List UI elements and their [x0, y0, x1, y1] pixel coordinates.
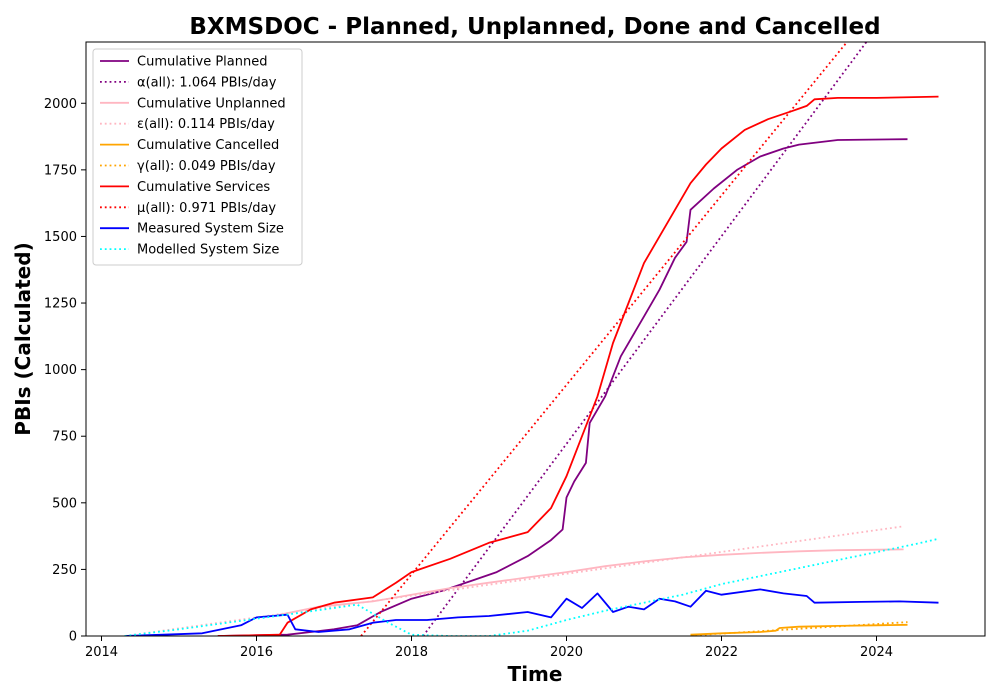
x-tick-label: 2022: [705, 645, 738, 660]
y-tick-label: 1250: [44, 297, 77, 312]
series-line-all-0-971-pbis-day-7: [360, 42, 848, 636]
y-tick-label: 1500: [44, 230, 77, 245]
y-tick-label: 1000: [44, 363, 77, 378]
legend-label-5: γ(all): 0.049 PBIs/day: [137, 159, 276, 174]
x-tick-label: 2024: [860, 645, 893, 660]
legend-box: [92, 48, 303, 266]
y-tick-label: 1750: [44, 163, 77, 178]
y-tick-label: 750: [52, 430, 77, 445]
series-line-cumulative-cancelled-4: [690, 623, 908, 636]
legend-label-4: Cumulative Cancelled: [137, 138, 279, 153]
x-tick-label: 2018: [395, 645, 428, 660]
series-line-measured-system-size-8: [124, 588, 939, 636]
legend-label-1: α(all): 1.064 PBIs/day: [137, 75, 277, 90]
y-tick-label: 250: [52, 563, 77, 578]
y-tick-label: 2000: [44, 97, 77, 112]
x-tick-label: 2014: [85, 645, 118, 660]
y-axis-label: PBIs (Calculated): [11, 242, 35, 435]
plot-frame: [85, 41, 986, 637]
x-tick-label: 2016: [240, 645, 273, 660]
legend-label-7: μ(all): 0.971 PBIs/day: [137, 201, 276, 216]
x-tick-label: 2020: [550, 645, 583, 660]
legend-label-3: ε(all): 0.114 PBIs/day: [137, 117, 275, 132]
legend-label-8: Measured System Size: [137, 222, 284, 237]
series-line-all-1-064-pbis-day-1: [422, 42, 868, 636]
plot-lines: [124, 42, 939, 636]
series-line-cumulative-planned-0: [217, 138, 908, 636]
series-line-modelled-system-size-9: [124, 537, 939, 636]
series-line-all-0-114-pbis-day-3: [124, 525, 904, 636]
legend-label-0: Cumulative Planned: [137, 55, 267, 70]
series-line-cumulative-unplanned-2: [279, 548, 904, 616]
legend-label-9: Modelled System Size: [137, 243, 279, 258]
x-axis-ticks: 2014 2016 2018 2020 2022 2024: [85, 636, 893, 660]
legend: Cumulative Planned α(all): 1.064 PBIs/day…: [92, 48, 303, 266]
legend-label-6: Cumulative Services: [137, 180, 270, 195]
y-tick-label: 500: [52, 496, 77, 511]
y-tick-label: 0: [69, 630, 77, 645]
legend-items: Cumulative Planned α(all): 1.064 PBIs/day…: [100, 55, 286, 258]
x-axis-label: Time: [508, 662, 563, 686]
legend-label-2: Cumulative Unplanned: [137, 96, 286, 111]
series-line-cumulative-services-6: [217, 95, 939, 636]
chart-title: BXMSDOC - Planned, Unplanned, Done and C…: [189, 14, 880, 40]
y-axis-ticks: 0 250 500 750 1000 1250 1500 1750 2000: [44, 97, 86, 645]
